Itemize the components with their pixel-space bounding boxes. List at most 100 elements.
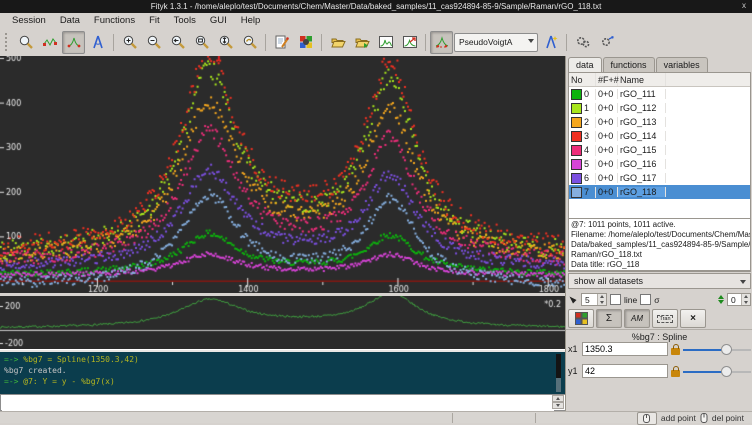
- del-point-hint: del point: [711, 413, 744, 423]
- table-row[interactable]: 5 0+0 rGO_116: [569, 157, 750, 171]
- dataset-ops-row: Σ AM Tran ×: [568, 309, 706, 328]
- divider: [566, 329, 752, 330]
- dataset-color-chip: [571, 158, 582, 170]
- status-bar: add point del point: [0, 411, 752, 425]
- x1-slider[interactable]: [683, 343, 751, 355]
- open-file-icon[interactable]: [326, 31, 349, 54]
- table-row[interactable]: 1 0+0 rGO_112: [569, 101, 750, 115]
- history-up-icon[interactable]: [552, 395, 564, 402]
- x1-row: x1: [568, 341, 751, 357]
- aux-plot-canvas[interactable]: [0, 296, 565, 349]
- strip-background-icon[interactable]: [430, 30, 453, 54]
- y1-label: y1: [568, 366, 578, 376]
- zoom-mode-icon[interactable]: [14, 31, 37, 54]
- menu-data[interactable]: Data: [59, 15, 80, 26]
- close-dataset-button[interactable]: ×: [680, 309, 706, 328]
- execute-script-icon[interactable]: [350, 31, 373, 54]
- lock-icon[interactable]: [671, 365, 680, 377]
- zoom-in-icon[interactable]: [118, 31, 141, 54]
- baseline-mode-icon[interactable]: [62, 30, 85, 54]
- tab-functions[interactable]: functions: [602, 57, 655, 73]
- shift-stepper[interactable]: 0: [727, 293, 751, 306]
- save-session-icon[interactable]: [374, 31, 397, 54]
- zoom-vert-icon[interactable]: [214, 31, 237, 54]
- export-image-icon[interactable]: [398, 31, 421, 54]
- menu-functions[interactable]: Functions: [93, 15, 136, 26]
- tab-data[interactable]: data: [568, 57, 602, 73]
- output-console: =-> %bg7 = Spline(1350.3,42) %bg7 create…: [0, 352, 565, 394]
- function-type-value: PseudoVoigtA: [459, 37, 513, 47]
- console-line: =-> %bg7 = Spline(1350.3,42): [4, 355, 139, 364]
- palette-icon: [574, 312, 588, 325]
- x1-label: x1: [568, 344, 578, 354]
- dataset-info-box: @7: 1011 points, 1011 active. Filename: …: [568, 218, 751, 271]
- auto-add-peak-icon[interactable]: [539, 31, 562, 54]
- command-history-spinner[interactable]: [552, 395, 564, 410]
- table-row[interactable]: 6 0+0 rGO_117: [569, 171, 750, 185]
- sum-datasets-button[interactable]: Σ: [596, 309, 622, 328]
- data-colors-button[interactable]: [568, 309, 594, 328]
- point-controls-row: 5 line σ 0: [568, 292, 751, 307]
- command-input[interactable]: [2, 396, 554, 411]
- data-range-mode-icon[interactable]: [38, 31, 61, 54]
- zoom-prev-icon[interactable]: [166, 31, 189, 54]
- table-row-selected[interactable]: 7 0+0 rGO_118: [569, 185, 750, 199]
- point-size-stepper[interactable]: 5: [581, 293, 607, 306]
- x1-field[interactable]: [582, 342, 668, 356]
- history-down-icon[interactable]: [552, 402, 564, 409]
- menu-help[interactable]: Help: [240, 15, 261, 26]
- window-title: Fityk 1.3.1 - /home/aleplo/test/Document…: [150, 2, 602, 11]
- y1-field[interactable]: [582, 364, 668, 378]
- y1-row: y1: [568, 363, 751, 379]
- mouse-icon: [700, 413, 708, 423]
- background-function-title: %bg7 : Spline: [631, 332, 688, 342]
- side-panel-tabs: data functions variables: [568, 57, 708, 73]
- table-row[interactable]: 4 0+0 rGO_115: [569, 143, 750, 157]
- dataset-filter-dropdown[interactable]: show all datasets: [568, 273, 751, 289]
- y1-slider[interactable]: [683, 365, 751, 377]
- aux-splitter[interactable]: [0, 349, 565, 353]
- zoom-all-icon[interactable]: [190, 31, 213, 54]
- lock-icon[interactable]: [671, 343, 680, 355]
- shift-updown-icon: [718, 295, 724, 304]
- main-plot-canvas[interactable]: [0, 56, 565, 293]
- dataset-color-chip: [571, 130, 582, 142]
- function-type-dropdown[interactable]: PseudoVoigtA: [454, 32, 538, 52]
- table-row[interactable]: 3 0+0 rGO_114: [569, 129, 750, 143]
- fit-settings-icon[interactable]: [595, 31, 618, 54]
- line-checkbox[interactable]: [610, 294, 621, 305]
- table-row[interactable]: 2 0+0 rGO_113: [569, 115, 750, 129]
- x1-slider-thumb[interactable]: [721, 343, 733, 355]
- mouse-hint-bar: add point del point: [636, 411, 744, 425]
- menu-tools[interactable]: Tools: [173, 15, 196, 26]
- y1-slider-thumb[interactable]: [721, 365, 733, 377]
- toolbar: PseudoVoigtA: [0, 28, 752, 56]
- dataset-color-chip: [571, 144, 582, 156]
- transform-button[interactable]: Tran: [652, 309, 678, 328]
- console-line: %bg7 created.: [4, 366, 67, 375]
- tab-variables[interactable]: variables: [655, 57, 708, 73]
- menu-session[interactable]: Session: [12, 15, 46, 26]
- side-panel: data functions variables No #F+# Name 0 …: [565, 56, 752, 411]
- menu-fit[interactable]: Fit: [149, 15, 160, 26]
- gui-config-icon[interactable]: [294, 31, 317, 54]
- menu-gui[interactable]: GUI: [209, 15, 227, 26]
- dataset-color-chip: [571, 116, 582, 128]
- chevron-down-icon: [528, 38, 534, 43]
- zoom-undo-icon[interactable]: [238, 31, 261, 54]
- sigma-checkbox-label: σ: [654, 294, 660, 305]
- plot-splitter[interactable]: [0, 293, 565, 296]
- run-fit-icon[interactable]: [571, 31, 594, 54]
- add-point-hint: add point: [660, 413, 696, 423]
- close-window-button[interactable]: x: [742, 1, 746, 10]
- menu-bar: Session Data Functions Fit Tools GUI Hel…: [0, 13, 752, 28]
- add-peak-mode-icon[interactable]: [86, 31, 109, 54]
- table-row[interactable]: 0 0+0 rGO_111: [569, 87, 750, 101]
- mouse-icon: [643, 413, 651, 423]
- zoom-out-icon[interactable]: [142, 31, 165, 54]
- edit-script-icon[interactable]: [270, 31, 293, 54]
- sigma-checkbox[interactable]: [640, 294, 652, 305]
- auto-y-button[interactable]: AM: [624, 309, 650, 328]
- console-scrollbar[interactable]: [556, 354, 561, 392]
- title-bar: Fityk 1.3.1 - /home/aleplo/test/Document…: [0, 0, 752, 13]
